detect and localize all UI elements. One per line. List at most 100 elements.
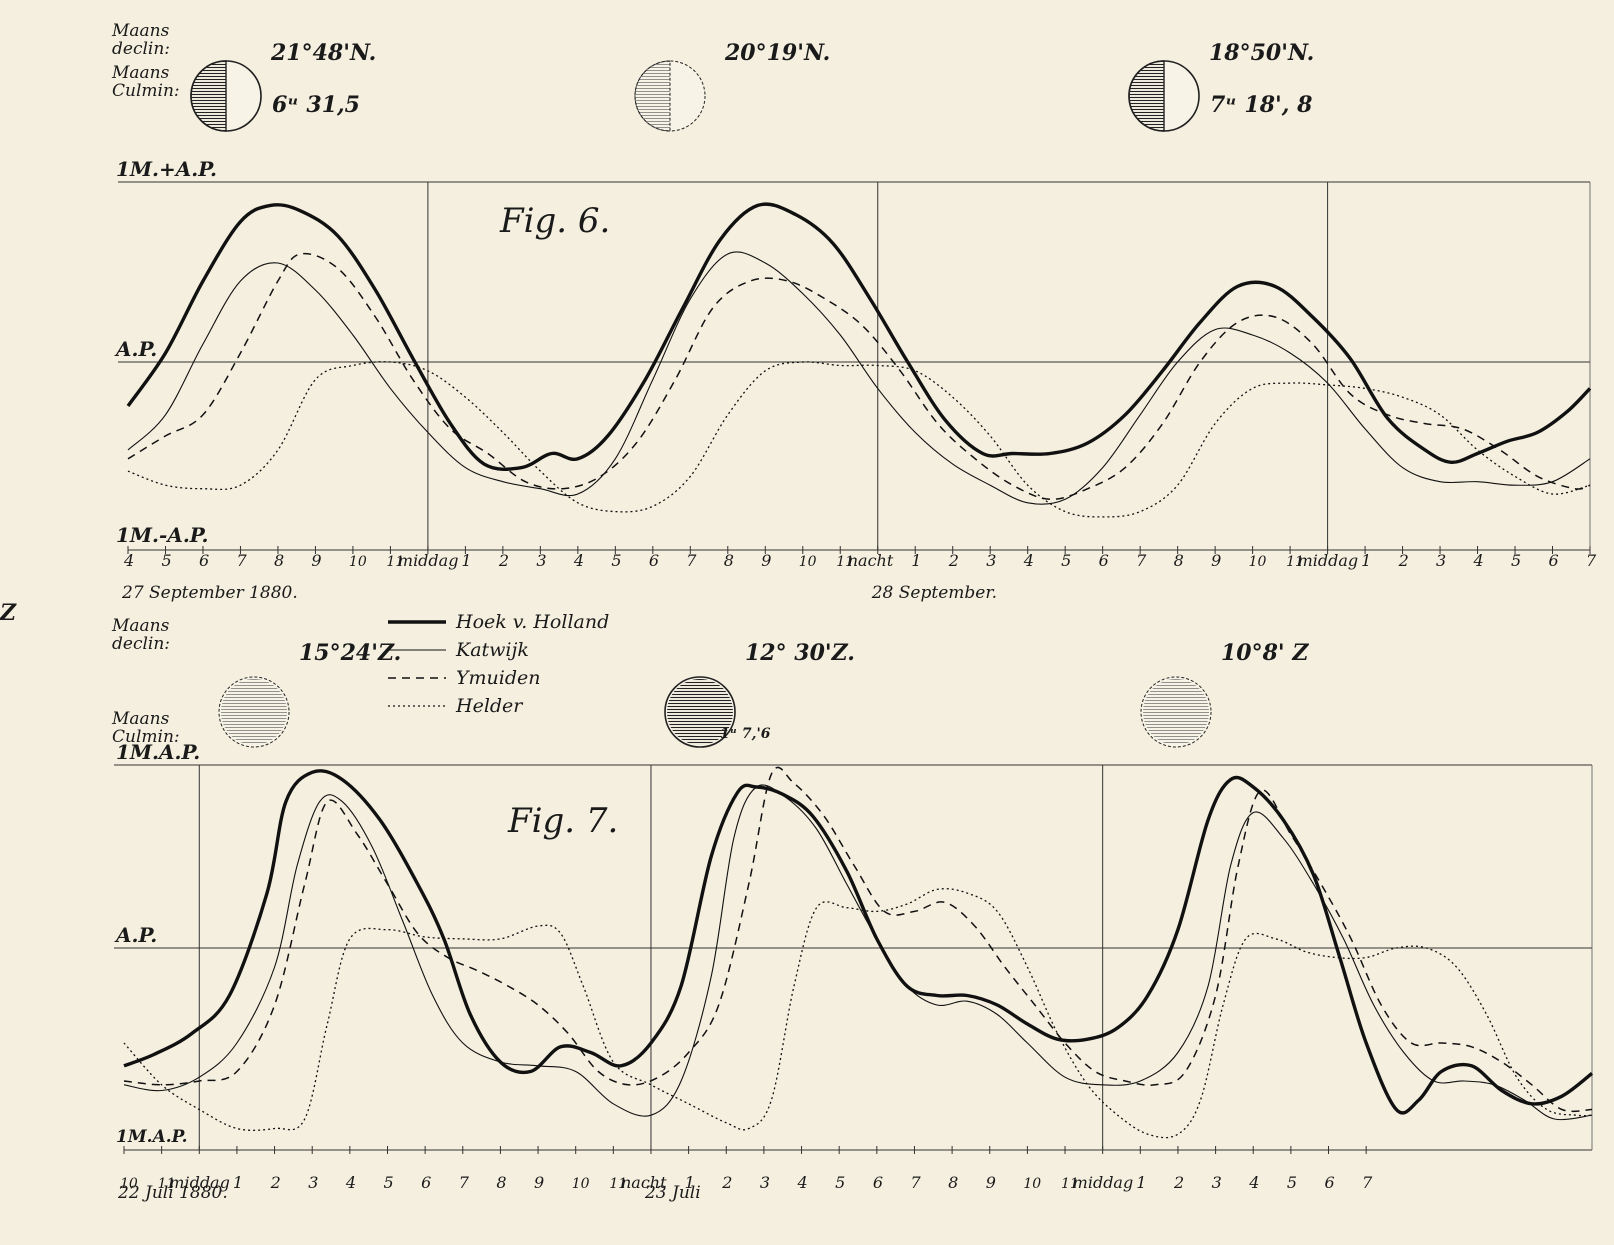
culmination-label-2: Culmin: xyxy=(112,81,180,101)
moon-phase-icon xyxy=(664,676,736,748)
x-tick-label: 2 xyxy=(1173,1173,1184,1192)
x-tick-label: 8 xyxy=(1174,551,1184,570)
series-line-katwijk xyxy=(127,251,1591,505)
x-tick-label: 10 xyxy=(799,554,817,570)
x-tick-label: 2 xyxy=(948,551,959,570)
x-tick-label: 11 xyxy=(158,1176,176,1192)
x-tick-label: 5 xyxy=(611,551,621,570)
moon-phase-icon xyxy=(1140,676,1212,748)
x-tick-label: 11 xyxy=(1286,554,1304,570)
date-label: 28 September. xyxy=(871,583,997,603)
declination-label-2: declin: xyxy=(112,634,170,654)
x-tick-label: 8 xyxy=(948,1173,958,1192)
series-line-hoek-v-holland xyxy=(123,769,1594,1115)
x-tick-label: nacht xyxy=(848,551,894,570)
x-tick-label: 6 xyxy=(1099,551,1109,570)
x-tick-label: 3 xyxy=(1436,551,1446,570)
culmination-label-2: Culmin: xyxy=(112,727,180,747)
series-line-katwijk xyxy=(123,784,1593,1121)
declination-label: Maans xyxy=(111,616,170,636)
moon-phase-icon xyxy=(1128,60,1200,132)
x-tick-label: 7 xyxy=(910,1173,921,1192)
series-line-ymuiden xyxy=(127,252,1591,501)
x-tick-label: 10 xyxy=(572,1176,590,1192)
x-tick-label: 2 xyxy=(498,551,509,570)
x-tick-label: middag xyxy=(398,551,459,570)
x-tick-label: 6 xyxy=(421,1173,431,1192)
x-tick-label: 7 xyxy=(1362,1173,1373,1192)
moon-culmination: 7ᵘ 18', 8 xyxy=(1210,92,1312,118)
x-tick-label: 4 xyxy=(1023,551,1034,570)
moon-shade xyxy=(1143,679,1209,745)
x-tick-label: 6 xyxy=(199,551,209,570)
x-tick-label: 2 xyxy=(721,1173,732,1192)
moon-culmination: 1ᵘ 7,'6 xyxy=(720,726,771,742)
x-tick-label: 9 xyxy=(534,1173,544,1192)
x-tick-label: 2 xyxy=(1398,551,1409,570)
declination-label: Maans xyxy=(111,21,170,41)
x-tick-label: 1 xyxy=(1136,1173,1146,1192)
moon-phase-icon xyxy=(190,60,262,132)
y-label-bottom: 1M.A.P. xyxy=(116,1127,188,1147)
series-line-hoek-v-holland xyxy=(126,202,1592,471)
x-tick-label: middag xyxy=(1298,551,1359,570)
series-line-ymuiden xyxy=(123,766,1593,1113)
moon-phase-icon xyxy=(634,60,706,132)
moon-culmination: 6ᵘ 31,5 xyxy=(272,92,360,118)
moon-declination: 20°19'N. xyxy=(724,40,830,66)
x-tick-label: 4 xyxy=(123,551,134,570)
x-tick-label: 4 xyxy=(345,1173,356,1192)
x-tick-label: nacht xyxy=(621,1173,667,1192)
moon-declination: 15°24'Z. xyxy=(299,640,401,666)
moon-declination: 12° 30'Z. xyxy=(745,640,855,666)
moon-shade xyxy=(1128,60,1165,132)
x-tick-label: 11 xyxy=(836,554,854,570)
x-tick-label: 1 xyxy=(233,1173,243,1192)
x-tick-label: 7 xyxy=(1586,551,1597,570)
x-tick-label: 6 xyxy=(1325,1173,1335,1192)
x-tick-label: 9 xyxy=(761,551,771,570)
x-tick-label: 8 xyxy=(496,1173,506,1192)
x-tick-label: 11 xyxy=(386,554,404,570)
moon-shade xyxy=(221,679,287,745)
moon-shade xyxy=(667,679,733,745)
x-tick-label: 8 xyxy=(724,551,734,570)
x-tick-label: 9 xyxy=(311,551,321,570)
x-tick-label: 7 xyxy=(1136,551,1147,570)
x-tick-label: 10 xyxy=(1249,554,1267,570)
series-line-helder xyxy=(123,888,1593,1139)
x-tick-label: 1 xyxy=(1361,551,1371,570)
x-tick-label: 4 xyxy=(1473,551,1484,570)
x-tick-label: 7 xyxy=(459,1173,470,1192)
x-tick-label: 5 xyxy=(835,1173,845,1192)
x-tick-label: 1 xyxy=(461,551,471,570)
side-mark: Z xyxy=(0,600,17,626)
moon-declination: 18°50'N. xyxy=(1209,40,1314,66)
figure-title: Fig. 7. xyxy=(507,801,618,841)
y-label-bottom: 1M.-A.P. xyxy=(116,523,209,547)
y-label-top: 1M.A.P. xyxy=(116,740,200,764)
y-label-mid: A.P. xyxy=(114,923,157,947)
x-tick-label: 5 xyxy=(161,551,171,570)
y-label-mid: A.P. xyxy=(114,337,157,361)
date-label: 27 September 1880. xyxy=(121,583,298,603)
moon-declination: 10°8' Z xyxy=(1221,640,1309,666)
x-tick-label: 6 xyxy=(873,1173,883,1192)
x-tick-label: 6 xyxy=(649,551,659,570)
x-tick-label: 10 xyxy=(349,554,367,570)
x-tick-label: 5 xyxy=(383,1173,393,1192)
x-tick-label: 11 xyxy=(609,1176,627,1192)
x-tick-label: 4 xyxy=(573,551,584,570)
y-label-top: 1M.+A.P. xyxy=(116,157,217,181)
x-tick-label: 4 xyxy=(1248,1173,1259,1192)
x-tick-label: 4 xyxy=(797,1173,808,1192)
x-tick-label: 5 xyxy=(1511,551,1521,570)
moon-phase-icon xyxy=(218,676,290,748)
x-tick-label: 11 xyxy=(1061,1176,1079,1192)
culmination-label: Maans xyxy=(111,63,170,83)
x-tick-label: 3 xyxy=(308,1173,318,1192)
